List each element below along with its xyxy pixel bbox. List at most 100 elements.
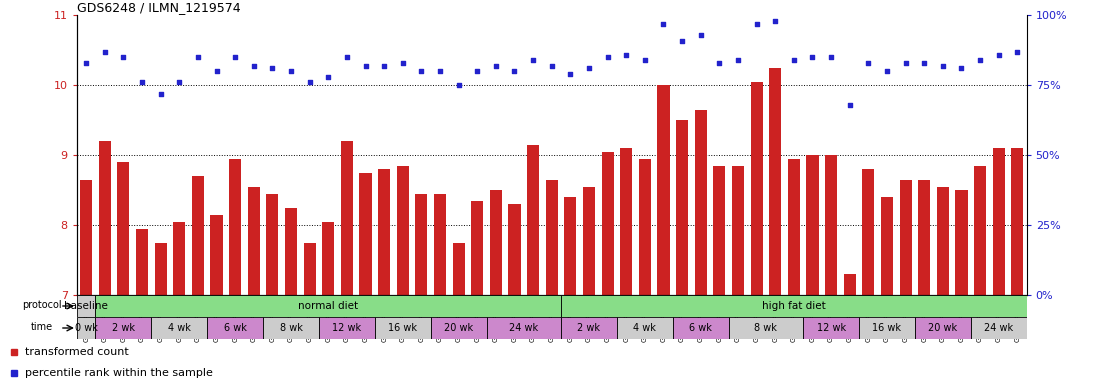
Point	[264, 65, 281, 71]
Point	[785, 57, 803, 63]
Point	[413, 68, 430, 74]
Point	[226, 54, 244, 60]
Bar	[155, 243, 167, 295]
Text: 20 wk: 20 wk	[444, 323, 473, 333]
Bar	[751, 82, 763, 295]
Bar	[639, 159, 651, 295]
Bar	[96, 295, 561, 316]
Bar	[173, 222, 186, 295]
Bar	[96, 318, 152, 339]
Point	[450, 82, 468, 88]
Point	[841, 102, 859, 108]
Point	[561, 71, 579, 77]
Bar	[490, 190, 502, 295]
Bar	[208, 318, 264, 339]
Point	[617, 51, 635, 58]
Bar	[825, 155, 837, 295]
Text: 8 wk: 8 wk	[280, 323, 302, 333]
Point	[320, 74, 337, 80]
Bar	[99, 141, 111, 295]
Point	[114, 54, 132, 60]
Bar	[695, 110, 707, 295]
Bar	[508, 204, 520, 295]
Text: time: time	[31, 322, 54, 332]
Text: 8 wk: 8 wk	[754, 323, 777, 333]
Text: high fat diet: high fat diet	[762, 301, 826, 311]
Point	[544, 63, 561, 69]
Bar	[937, 187, 949, 295]
Bar	[211, 215, 223, 295]
Point	[729, 57, 747, 63]
Point	[152, 91, 169, 97]
Bar	[267, 194, 279, 295]
Point	[376, 63, 393, 69]
Text: transformed count: transformed count	[25, 347, 128, 357]
Text: 6 wk: 6 wk	[224, 323, 247, 333]
Point	[990, 51, 1008, 58]
Bar	[955, 190, 967, 295]
Point	[488, 63, 505, 69]
Bar	[787, 159, 800, 295]
Point	[1009, 49, 1027, 55]
Point	[878, 68, 896, 74]
Bar	[77, 318, 96, 339]
Bar	[602, 152, 614, 295]
Bar	[264, 318, 318, 339]
Bar	[918, 180, 930, 295]
Text: percentile rank within the sample: percentile rank within the sample	[25, 368, 213, 378]
Point	[338, 54, 356, 60]
Point	[673, 38, 691, 44]
Bar	[340, 141, 352, 295]
Bar	[285, 208, 298, 295]
Text: normal diet: normal diet	[299, 301, 358, 311]
Bar	[859, 318, 915, 339]
Bar	[303, 243, 316, 295]
Bar	[77, 295, 96, 316]
Point	[282, 68, 300, 74]
Text: protocol: protocol	[22, 300, 63, 310]
Bar	[322, 222, 334, 295]
Text: 16 wk: 16 wk	[389, 323, 417, 333]
Text: 12 wk: 12 wk	[333, 323, 361, 333]
Bar	[862, 169, 874, 295]
Bar	[803, 318, 859, 339]
Point	[432, 68, 449, 74]
Bar	[971, 318, 1027, 339]
Bar	[434, 194, 446, 295]
Point	[208, 68, 225, 74]
Bar	[676, 120, 688, 295]
Text: 16 wk: 16 wk	[873, 323, 901, 333]
Bar	[378, 169, 390, 295]
Bar	[564, 197, 576, 295]
Point	[972, 57, 989, 63]
Point	[189, 54, 206, 60]
Bar	[561, 295, 1027, 316]
Point	[96, 49, 113, 55]
Bar	[117, 162, 130, 295]
Bar	[396, 166, 408, 295]
Point	[469, 68, 486, 74]
Bar	[993, 148, 1005, 295]
Bar	[843, 274, 855, 295]
Point	[525, 57, 542, 63]
Point	[580, 65, 597, 71]
Bar	[583, 187, 595, 295]
Point	[598, 54, 616, 60]
Bar	[136, 228, 148, 295]
Point	[506, 68, 524, 74]
Bar	[806, 155, 818, 295]
Point	[822, 54, 840, 60]
Point	[394, 60, 412, 66]
Bar	[546, 180, 558, 295]
Bar	[974, 166, 986, 295]
Text: 24 wk: 24 wk	[509, 323, 538, 333]
Point	[860, 60, 877, 66]
Text: 12 wk: 12 wk	[817, 323, 845, 333]
Bar	[430, 318, 486, 339]
Point	[357, 63, 374, 69]
Bar	[732, 166, 744, 295]
Bar	[915, 318, 971, 339]
Point	[245, 63, 262, 69]
Bar	[561, 318, 617, 339]
Bar	[229, 159, 242, 295]
